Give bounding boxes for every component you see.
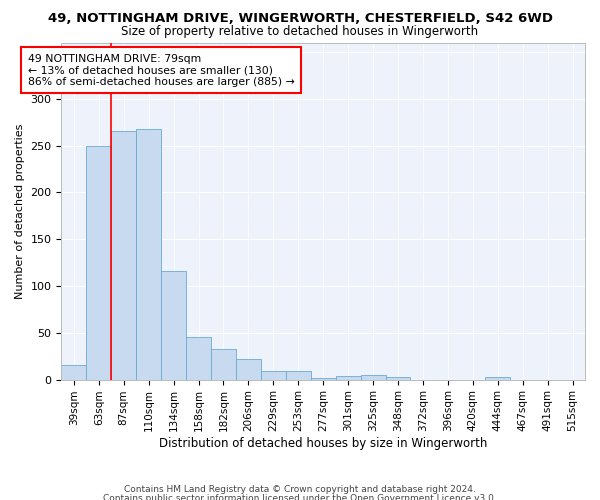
Text: 49 NOTTINGHAM DRIVE: 79sqm
← 13% of detached houses are smaller (130)
86% of sem: 49 NOTTINGHAM DRIVE: 79sqm ← 13% of deta… <box>28 54 295 87</box>
X-axis label: Distribution of detached houses by size in Wingerworth: Distribution of detached houses by size … <box>159 437 487 450</box>
Text: Contains HM Land Registry data © Crown copyright and database right 2024.: Contains HM Land Registry data © Crown c… <box>124 485 476 494</box>
Bar <box>111 132 136 380</box>
Bar <box>311 378 335 380</box>
Text: Contains public sector information licensed under the Open Government Licence v3: Contains public sector information licen… <box>103 494 497 500</box>
Bar <box>211 348 236 380</box>
Bar <box>386 377 410 380</box>
Bar <box>286 371 311 380</box>
Bar <box>186 338 211 380</box>
Bar <box>61 364 86 380</box>
Bar <box>361 375 386 380</box>
Y-axis label: Number of detached properties: Number of detached properties <box>15 124 25 298</box>
Bar <box>335 376 361 380</box>
Bar <box>485 377 510 380</box>
Bar <box>261 371 286 380</box>
Bar <box>136 128 161 380</box>
Text: Size of property relative to detached houses in Wingerworth: Size of property relative to detached ho… <box>121 25 479 38</box>
Text: 49, NOTTINGHAM DRIVE, WINGERWORTH, CHESTERFIELD, S42 6WD: 49, NOTTINGHAM DRIVE, WINGERWORTH, CHEST… <box>47 12 553 26</box>
Bar <box>161 271 186 380</box>
Bar <box>86 146 111 380</box>
Bar <box>236 359 261 380</box>
